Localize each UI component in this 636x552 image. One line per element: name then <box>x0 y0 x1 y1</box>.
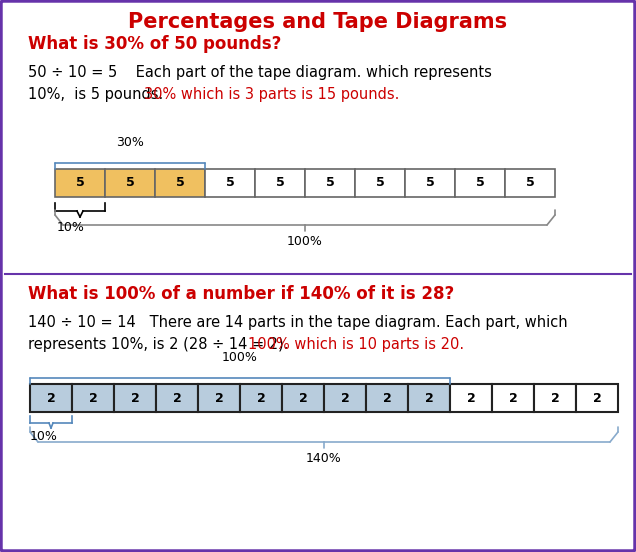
Text: 30% which is 3 parts is 15 pounds.: 30% which is 3 parts is 15 pounds. <box>144 87 399 102</box>
Text: 2: 2 <box>88 391 97 405</box>
Text: 5: 5 <box>226 177 235 189</box>
Text: 5: 5 <box>176 177 184 189</box>
Text: 2: 2 <box>46 391 55 405</box>
Text: Percentages and Tape Diagrams: Percentages and Tape Diagrams <box>128 12 508 32</box>
Bar <box>305 169 355 197</box>
Bar <box>255 169 305 197</box>
Text: 5: 5 <box>376 177 384 189</box>
Text: 100%: 100% <box>222 351 258 364</box>
Text: 5: 5 <box>476 177 485 189</box>
Text: What is 30% of 50 pounds?: What is 30% of 50 pounds? <box>28 35 281 53</box>
Bar <box>366 384 408 412</box>
Bar <box>198 384 240 412</box>
Text: 2: 2 <box>467 391 475 405</box>
Text: 2: 2 <box>172 391 181 405</box>
Text: 2: 2 <box>299 391 307 405</box>
Bar <box>156 384 198 412</box>
Text: 5: 5 <box>275 177 284 189</box>
Text: 140%: 140% <box>306 452 342 465</box>
Bar <box>205 169 255 197</box>
Bar <box>408 384 450 412</box>
Bar <box>324 384 366 412</box>
Text: 30%: 30% <box>116 136 144 149</box>
Bar <box>505 169 555 197</box>
Text: 2: 2 <box>383 391 391 405</box>
Bar <box>240 384 282 412</box>
Text: 5: 5 <box>425 177 434 189</box>
Text: 2: 2 <box>425 391 433 405</box>
Bar <box>30 384 72 412</box>
Bar <box>405 169 455 197</box>
Text: 50 ÷ 10 = 5    Each part of the tape diagram. which represents: 50 ÷ 10 = 5 Each part of the tape diagra… <box>28 65 492 79</box>
Text: 100%: 100% <box>287 235 323 248</box>
Bar <box>72 384 114 412</box>
Bar <box>534 384 576 412</box>
Text: 2: 2 <box>509 391 517 405</box>
Text: 10%: 10% <box>57 221 85 234</box>
Text: 2: 2 <box>341 391 349 405</box>
Text: 2: 2 <box>130 391 139 405</box>
Text: What is 100% of a number if 140% of it is 28?: What is 100% of a number if 140% of it i… <box>28 285 454 303</box>
Text: 10%: 10% <box>30 430 58 443</box>
Text: represents 10%, is 2 (28 ÷ 14 = 2).: represents 10%, is 2 (28 ÷ 14 = 2). <box>28 337 293 352</box>
Text: 2: 2 <box>593 391 602 405</box>
Text: 10%,  is 5 pounds.: 10%, is 5 pounds. <box>28 87 168 102</box>
Text: 2: 2 <box>551 391 560 405</box>
Bar <box>282 384 324 412</box>
Bar <box>355 169 405 197</box>
Text: 5: 5 <box>525 177 534 189</box>
Bar <box>55 169 105 197</box>
Text: 5: 5 <box>76 177 85 189</box>
Bar <box>450 384 492 412</box>
Text: 5: 5 <box>326 177 335 189</box>
Text: 100% which is 10 parts is 20.: 100% which is 10 parts is 20. <box>247 337 464 352</box>
Text: 5: 5 <box>126 177 134 189</box>
Text: 140 ÷ 10 = 14   There are 14 parts in the tape diagram. Each part, which: 140 ÷ 10 = 14 There are 14 parts in the … <box>28 315 567 330</box>
Bar <box>576 384 618 412</box>
Bar <box>455 169 505 197</box>
Bar <box>492 384 534 412</box>
Text: 2: 2 <box>214 391 223 405</box>
Text: 2: 2 <box>256 391 265 405</box>
Bar <box>114 384 156 412</box>
Bar <box>105 169 155 197</box>
Bar <box>155 169 205 197</box>
